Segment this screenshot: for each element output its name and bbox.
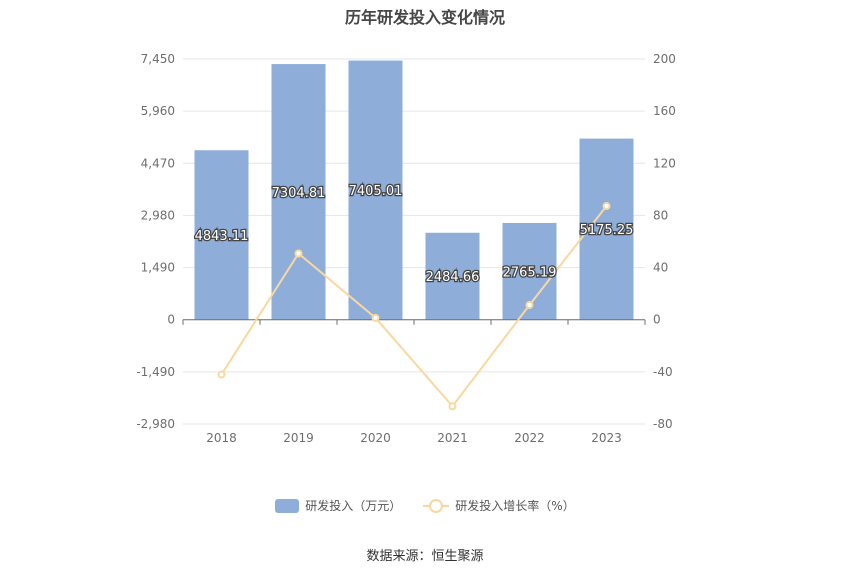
y-left-tick-label: 5,960 xyxy=(141,104,175,118)
x-tick-label: 2021 xyxy=(437,431,468,445)
legend-bar-label: 研发投入（万元） xyxy=(305,499,402,513)
legend: 研发投入（万元） 研发投入增长率（%） xyxy=(0,497,850,514)
line-series xyxy=(220,205,608,408)
y-right-tick-label: -40 xyxy=(653,365,673,379)
y-left-tick-label: 4,470 xyxy=(141,156,175,170)
x-tick-label: 2023 xyxy=(591,431,622,445)
bar-data-label: 7304.81 xyxy=(272,186,326,201)
x-tick-label: 2019 xyxy=(283,431,314,445)
x-tick-label: 2018 xyxy=(206,431,237,445)
x-tick-label: 2020 xyxy=(360,431,391,445)
bar-data-label: 2484.66 xyxy=(426,270,480,285)
y-left-tick-label: 2,980 xyxy=(141,208,175,222)
legend-bar-swatch xyxy=(275,498,300,513)
y-left-tick-label: 7,450 xyxy=(141,52,175,66)
chart-canvas: 7,450 5,960 4,470 2,980 1,490 0 -1,490 -2,980 20… xyxy=(136,52,676,445)
bar xyxy=(348,60,403,320)
y-right-tick-label: -80 xyxy=(653,417,673,431)
legend-item-bar[interactable]: 研发投入（万元） xyxy=(275,497,401,514)
bar-data-label: 5175.25 xyxy=(580,223,634,238)
x-tick-label: 2022 xyxy=(514,431,545,445)
line-point xyxy=(371,313,380,322)
y-right-tick-label: 120 xyxy=(653,156,676,170)
legend-line-label: 研发投入增长率（%） xyxy=(455,499,575,513)
bar-data-label: 2765.19 xyxy=(503,265,557,280)
bar xyxy=(425,232,480,320)
legend-item-line[interactable]: 研发投入增长率（%） xyxy=(423,497,575,514)
y-left-tick-label: 1,490 xyxy=(141,261,175,275)
y-right-tick-label: 200 xyxy=(653,52,676,66)
y-right-tick-label: 40 xyxy=(653,261,668,275)
chart-title: 历年研发投入变化情况 xyxy=(344,8,505,27)
bar-data-label: 4843.11 xyxy=(195,229,249,244)
bar-data-label: 7405.01 xyxy=(349,184,403,199)
y-left-tick-label: 0 xyxy=(167,313,175,327)
line-point xyxy=(217,370,226,379)
y-left-tick-label: -1,490 xyxy=(136,365,175,379)
y-right-tick-label: 0 xyxy=(653,313,661,327)
line-point xyxy=(525,300,534,309)
y-left-tick-label: -2,980 xyxy=(136,417,175,431)
line-point xyxy=(602,202,611,211)
y-right-tick-label: 80 xyxy=(653,208,668,222)
line-point xyxy=(448,402,457,411)
source-note: 数据来源：恒生聚源 xyxy=(366,549,484,564)
bar xyxy=(271,64,326,320)
line-point xyxy=(294,249,303,258)
legend-line-swatch xyxy=(423,498,450,513)
y-right-tick-label: 160 xyxy=(653,104,676,118)
bar xyxy=(194,150,249,320)
